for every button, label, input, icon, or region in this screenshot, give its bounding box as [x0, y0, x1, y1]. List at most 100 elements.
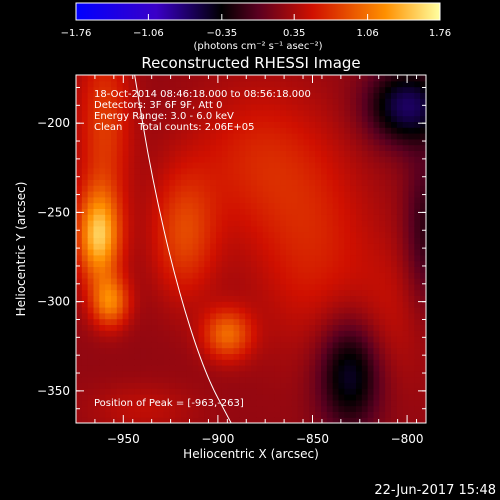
heatmap-cell [76, 243, 83, 250]
heatmap-cell [379, 220, 386, 227]
heatmap-cell [151, 75, 159, 82]
heatmap-cell [338, 260, 345, 267]
heatmap-cell [111, 167, 118, 175]
heatmap-cell [239, 127, 246, 134]
heatmap-cell [99, 237, 106, 244]
heatmap-cell [233, 208, 240, 215]
heatmap-cell [338, 225, 345, 233]
heatmap-cell [321, 75, 328, 82]
heatmap-cell [93, 312, 100, 320]
heatmap-cell [251, 359, 258, 366]
heatmap-cell [198, 336, 205, 343]
heatmap-cell [391, 237, 398, 244]
heatmap-cell [251, 347, 258, 354]
heatmap-cell [99, 336, 106, 343]
heatmap-cell [309, 86, 316, 93]
heatmap-cell [175, 312, 182, 320]
heatmap-cell [391, 359, 398, 366]
heatmap-cell [146, 249, 153, 256]
heatmap-cell [81, 92, 89, 99]
heatmap-cell [87, 231, 95, 238]
heatmap-cell [414, 405, 421, 412]
heatmap-cell [391, 133, 398, 140]
heatmap-cell [251, 138, 258, 146]
heatmap-cell [239, 283, 246, 291]
heatmap-cell [291, 278, 299, 285]
heatmap-cell [262, 127, 270, 134]
heatmap-cell [280, 104, 287, 111]
heatmap-cell [256, 144, 264, 151]
heatmap-cell [291, 214, 299, 221]
heatmap-cell [181, 411, 188, 418]
heatmap-cell [350, 359, 357, 366]
heatmap-cell [99, 115, 106, 122]
heatmap-cell [385, 138, 392, 146]
heatmap-cell [408, 254, 415, 262]
heatmap-cell [87, 341, 95, 349]
heatmap-cell [373, 318, 380, 325]
heatmap-cell [396, 86, 404, 93]
heatmap-cell [227, 225, 235, 233]
heatmap-cell [239, 133, 246, 140]
heatmap-cell [280, 295, 287, 302]
heatmap-cell [169, 202, 176, 209]
heatmap-cell [268, 231, 275, 238]
heatmap-cell [233, 237, 240, 244]
heatmap-cell [326, 324, 334, 331]
heatmap-cell [361, 411, 369, 418]
heatmap-cell [245, 225, 252, 233]
heatmap-cell [198, 144, 205, 151]
heatmap-cell [297, 347, 305, 354]
heatmap-cell [93, 231, 100, 238]
heatmap-cell [163, 388, 170, 395]
heatmap-cell [385, 179, 392, 186]
heatmap-cell [111, 208, 118, 215]
heatmap-cell [157, 336, 165, 343]
heatmap-cell [169, 249, 176, 256]
heatmap-cell [111, 324, 118, 331]
heatmap-cell [402, 162, 410, 169]
heatmap-cell [111, 260, 118, 267]
heatmap-cell [233, 156, 240, 163]
heatmap-cell [256, 417, 264, 423]
heatmap-cell [116, 388, 124, 395]
heatmap-cell [99, 266, 106, 273]
heatmap-cell [99, 179, 106, 186]
heatmap-cell [140, 399, 147, 407]
heatmap-cell [192, 115, 200, 122]
heatmap-cell [146, 370, 153, 378]
heatmap-cell [385, 196, 392, 204]
heatmap-cell [157, 144, 165, 151]
heatmap-cell [291, 150, 299, 157]
heatmap-cell [198, 388, 205, 395]
heatmap-cell [361, 104, 369, 111]
heatmap-cell [227, 173, 235, 180]
heatmap-cell [332, 167, 340, 175]
heatmap-cell [309, 220, 316, 227]
heatmap-cell [414, 341, 421, 349]
heatmap-cell [251, 417, 258, 423]
heatmap-cell [420, 75, 426, 82]
heatmap-cell [256, 86, 264, 93]
heatmap-cell [87, 324, 95, 331]
heatmap-cell [134, 417, 141, 423]
heatmap-cell [315, 307, 322, 314]
heatmap-cell [146, 179, 153, 186]
heatmap-cell [111, 220, 118, 227]
heatmap-cell [402, 185, 410, 192]
heatmap-cell [262, 179, 270, 186]
heatmap-cell [303, 254, 310, 262]
heatmap-cell [350, 185, 357, 192]
heatmap-cell [315, 260, 322, 267]
heatmap-cell [221, 353, 229, 360]
heatmap-cell [204, 191, 211, 198]
heatmap-cell [256, 289, 264, 296]
heatmap-cell [402, 260, 410, 267]
heatmap-cell [111, 98, 118, 105]
heatmap-cell [221, 260, 229, 267]
heatmap-cell [99, 121, 106, 128]
heatmap-cell [81, 202, 89, 209]
heatmap-cell [111, 225, 118, 233]
heatmap-cell [122, 138, 130, 146]
heatmap-cell [239, 365, 246, 372]
